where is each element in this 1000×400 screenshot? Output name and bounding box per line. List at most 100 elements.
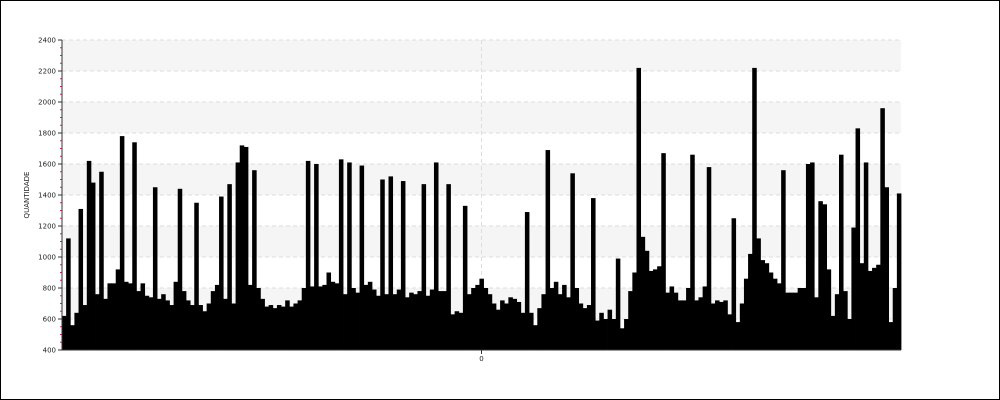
bar — [599, 312, 604, 350]
bar — [512, 298, 518, 350]
bar — [562, 284, 567, 350]
bar — [396, 289, 402, 350]
bar — [669, 286, 675, 350]
bar — [710, 303, 716, 350]
bar — [66, 238, 71, 350]
bar — [570, 173, 575, 350]
bar — [70, 325, 75, 350]
bar — [417, 291, 422, 350]
bar — [371, 289, 377, 350]
bar — [214, 284, 220, 350]
bar — [756, 238, 761, 350]
bar — [392, 294, 398, 350]
bar — [239, 145, 245, 350]
bar — [504, 303, 509, 350]
bar — [611, 319, 617, 350]
bar — [690, 154, 695, 350]
bar — [272, 308, 278, 350]
bar — [805, 164, 811, 350]
bar — [640, 236, 646, 350]
y-tick-label: 400 — [43, 347, 56, 355]
bar — [500, 300, 505, 350]
bar — [62, 315, 67, 350]
y-tick-label: 1200 — [38, 223, 56, 231]
bar — [657, 266, 662, 350]
bar — [181, 291, 187, 350]
bar — [545, 150, 551, 350]
bars — [62, 67, 902, 351]
bar — [739, 303, 745, 350]
bar — [843, 291, 848, 350]
bar — [553, 281, 559, 350]
bar — [582, 308, 588, 350]
bar — [880, 108, 885, 350]
bar — [743, 278, 749, 350]
bar — [322, 284, 327, 350]
bar — [566, 297, 571, 350]
bar — [632, 272, 637, 350]
y-tick-label: 1000 — [38, 254, 56, 262]
bar — [330, 281, 336, 350]
bar — [421, 184, 427, 350]
y-tick-label: 1600 — [38, 161, 56, 169]
bar — [529, 312, 534, 350]
bar — [223, 298, 228, 350]
bar — [95, 294, 100, 350]
bar — [624, 319, 629, 350]
bar — [764, 263, 770, 350]
bar — [103, 298, 108, 350]
bar — [289, 306, 294, 350]
bar — [748, 253, 753, 350]
bar — [735, 322, 741, 350]
bar — [413, 294, 418, 350]
bar — [834, 294, 840, 350]
bar — [777, 283, 782, 350]
bar — [508, 297, 513, 350]
bar — [206, 303, 212, 350]
bar — [136, 291, 141, 350]
bar — [487, 294, 493, 350]
y-tick-label: 2400 — [38, 37, 56, 45]
bar — [235, 162, 241, 350]
bar — [648, 270, 654, 350]
bar — [686, 288, 691, 350]
bar — [896, 193, 902, 350]
bar — [826, 269, 832, 350]
bar — [380, 179, 385, 350]
bar — [111, 283, 117, 350]
bar — [438, 291, 443, 350]
bar — [173, 281, 179, 350]
bar — [301, 288, 307, 350]
bar — [247, 284, 253, 350]
bar — [541, 294, 546, 350]
bar — [591, 198, 596, 350]
bar — [698, 297, 704, 350]
bar — [78, 208, 84, 350]
bar — [467, 294, 472, 350]
bar — [359, 165, 365, 350]
bar — [198, 305, 203, 350]
bar — [628, 291, 633, 350]
bar — [119, 136, 125, 350]
bar — [615, 258, 621, 350]
bar — [644, 250, 650, 350]
bar — [723, 300, 728, 350]
bar — [152, 187, 158, 350]
bar — [462, 205, 468, 350]
bar — [343, 294, 348, 350]
bar — [405, 297, 410, 350]
bar — [128, 283, 133, 350]
bar — [731, 218, 737, 350]
bar — [194, 202, 199, 350]
bar — [347, 162, 352, 350]
bar — [495, 309, 501, 350]
y-tick-label: 1400 — [38, 192, 56, 200]
bar — [210, 291, 216, 350]
bar — [524, 212, 530, 350]
bar — [830, 315, 836, 350]
bar — [285, 300, 290, 350]
bar — [516, 301, 522, 350]
bar — [851, 227, 856, 350]
bar — [702, 286, 708, 350]
